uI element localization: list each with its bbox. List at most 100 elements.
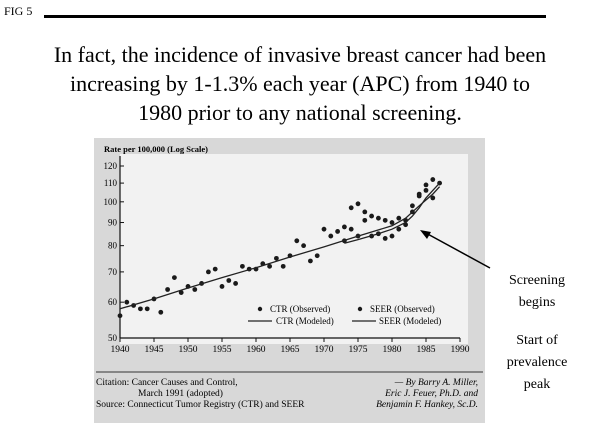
ctr-observed-point: [267, 263, 272, 269]
legend-ctr-observed-label: CTR (Observed): [270, 304, 330, 314]
legend-ctr-modeled-label: CTR (Modeled): [276, 316, 334, 326]
ctr-observed-point: [382, 217, 388, 223]
legend-seer-observed-label: SEER (Observed): [370, 304, 435, 314]
citation-line-2: March 1991 (adopted): [138, 389, 223, 399]
y-tick-label: 80: [108, 241, 118, 251]
prevalence-annotation: Start of prevalence peak: [488, 330, 586, 396]
headline: In fact, the incidence of invasive breas…: [20, 40, 580, 127]
ctr-observed-point: [165, 287, 170, 292]
screening-annotation: Screening begins: [492, 270, 582, 314]
x-tick-label: 1965: [281, 345, 300, 355]
ctr-observed-point: [342, 224, 347, 230]
seer-observed-point: [389, 233, 395, 239]
authors-line-1: — By Barry A. Miller,: [394, 378, 478, 388]
ctr-observed-point: [301, 243, 306, 249]
legend-ctr-observed-marker: [257, 306, 263, 312]
figure-label: FIG 5: [4, 4, 33, 18]
headline-line-2: increasing by 1-1.3% each year (APC) fro…: [69, 71, 531, 96]
ctr-observed-point: [274, 255, 279, 261]
ctr-observed-point: [219, 284, 225, 289]
seer-observed-point: [382, 236, 388, 241]
seer-observed-point: [423, 182, 429, 188]
authors-line-3: Benjamin F. Hankey, Sc.D.: [376, 400, 478, 410]
y-tick-label: 120: [104, 161, 118, 171]
y-tick-label: 90: [108, 218, 118, 228]
ctr-observed-point: [124, 299, 130, 305]
legend-seer-modeled-label: SEER (Modeled): [379, 316, 441, 326]
ctr-observed-point: [389, 220, 395, 225]
ctr-observed-point: [226, 278, 232, 283]
ctr-observed-point: [376, 215, 381, 221]
y-tick-label: 60: [108, 297, 118, 307]
ctr-observed-point: [308, 258, 313, 264]
ctr-observed-point: [240, 263, 245, 269]
citation-block: Citation: Cancer Causes and Control, Mar…: [96, 378, 304, 411]
ctr-observed-point: [212, 266, 218, 272]
ctr-observed-point: [206, 269, 211, 275]
x-tick-label: 1960: [247, 345, 266, 355]
ctr-observed-point: [178, 290, 184, 295]
seer-observed-point: [430, 177, 436, 182]
ctr-observed-point: [172, 275, 177, 280]
prevalence-text-2: prevalence: [506, 355, 568, 370]
seer-observed-point: [396, 226, 402, 232]
seer-observed-point: [348, 205, 354, 211]
ctr-observed-point: [430, 195, 436, 201]
ctr-observed-point: [369, 213, 374, 219]
legend-seer-observed-marker: [357, 306, 363, 312]
ctr-observed-point: [138, 306, 143, 312]
header-rule: [44, 15, 546, 18]
x-tick-label: 1950: [179, 345, 198, 355]
ctr-observed-point: [328, 233, 334, 239]
y-axis-title: Rate per 100,000 (Log Scale): [104, 144, 208, 154]
ctr-observed-point: [423, 187, 429, 193]
citation-line-3: Source: Connecticut Tumor Registry (CTR)…: [96, 400, 305, 410]
plot-area: [120, 154, 468, 344]
seer-modeled-line: [344, 182, 441, 244]
ctr-observed-point: [348, 226, 354, 232]
ctr-observed-point: [144, 306, 150, 312]
y-tick-label: 70: [108, 267, 118, 277]
seer-observed-point: [416, 191, 422, 197]
x-tick-label: 1945: [145, 345, 164, 355]
y-tick-label: 100: [104, 197, 118, 207]
authors-block: — By Barry A. Miller, Eric J. Feuer, Ph.…: [376, 378, 478, 411]
ctr-observed-point: [362, 217, 368, 223]
ctr-observed-point: [158, 309, 164, 315]
x-tick-label: 1980: [383, 345, 402, 355]
ctr-observed-point: [192, 287, 198, 292]
arrow-head: [420, 230, 431, 239]
prevalence-text-1: Start of: [516, 333, 558, 348]
y-tick-label: 50: [108, 333, 118, 343]
x-tick-label: 1975: [349, 345, 368, 355]
x-tick-label: 1970: [315, 345, 334, 355]
ctr-modeled-line: [119, 186, 441, 310]
ctr-observed-point: [280, 263, 286, 269]
arrow-shaft: [423, 231, 491, 269]
x-tick-label: 1940: [111, 345, 130, 355]
x-tick-label: 1955: [213, 345, 232, 355]
ctr-observed-point: [314, 253, 320, 259]
y-tick-label: 110: [104, 178, 118, 188]
x-tick-label: 1985: [417, 345, 436, 355]
screening-text-2: begins: [518, 295, 556, 310]
seer-observed-point: [362, 209, 368, 215]
prevalence-text-3: peak: [523, 377, 551, 392]
ctr-observed-point: [335, 229, 340, 234]
screening-text-1: Screening: [509, 273, 565, 288]
headline-line-1: In fact, the incidence of invasive breas…: [53, 42, 547, 67]
authors-line-2: Eric J. Feuer, Ph.D. and: [385, 389, 478, 399]
ctr-observed-point: [294, 238, 300, 244]
x-tick-label: 1990: [451, 345, 470, 355]
headline-line-3: 1980 prior to any national screening.: [138, 100, 462, 125]
incidence-chart: Rate per 100,000 (Log Scale) 50 60 70 80 90 10…: [96, 144, 483, 373]
ctr-observed-point: [396, 215, 402, 221]
ctr-observed-point: [233, 281, 239, 286]
seer-observed-point: [355, 201, 361, 207]
citation-line-1: Citation: Cancer Causes and Control,: [96, 378, 238, 388]
ctr-observed-point: [321, 226, 327, 232]
chart-slide: Rate per 100,000 (Log Scale) 50 60 70 80 90 10…: [94, 138, 485, 423]
ctr-observed-point: [117, 313, 123, 319]
seer-observed-point: [410, 203, 415, 209]
